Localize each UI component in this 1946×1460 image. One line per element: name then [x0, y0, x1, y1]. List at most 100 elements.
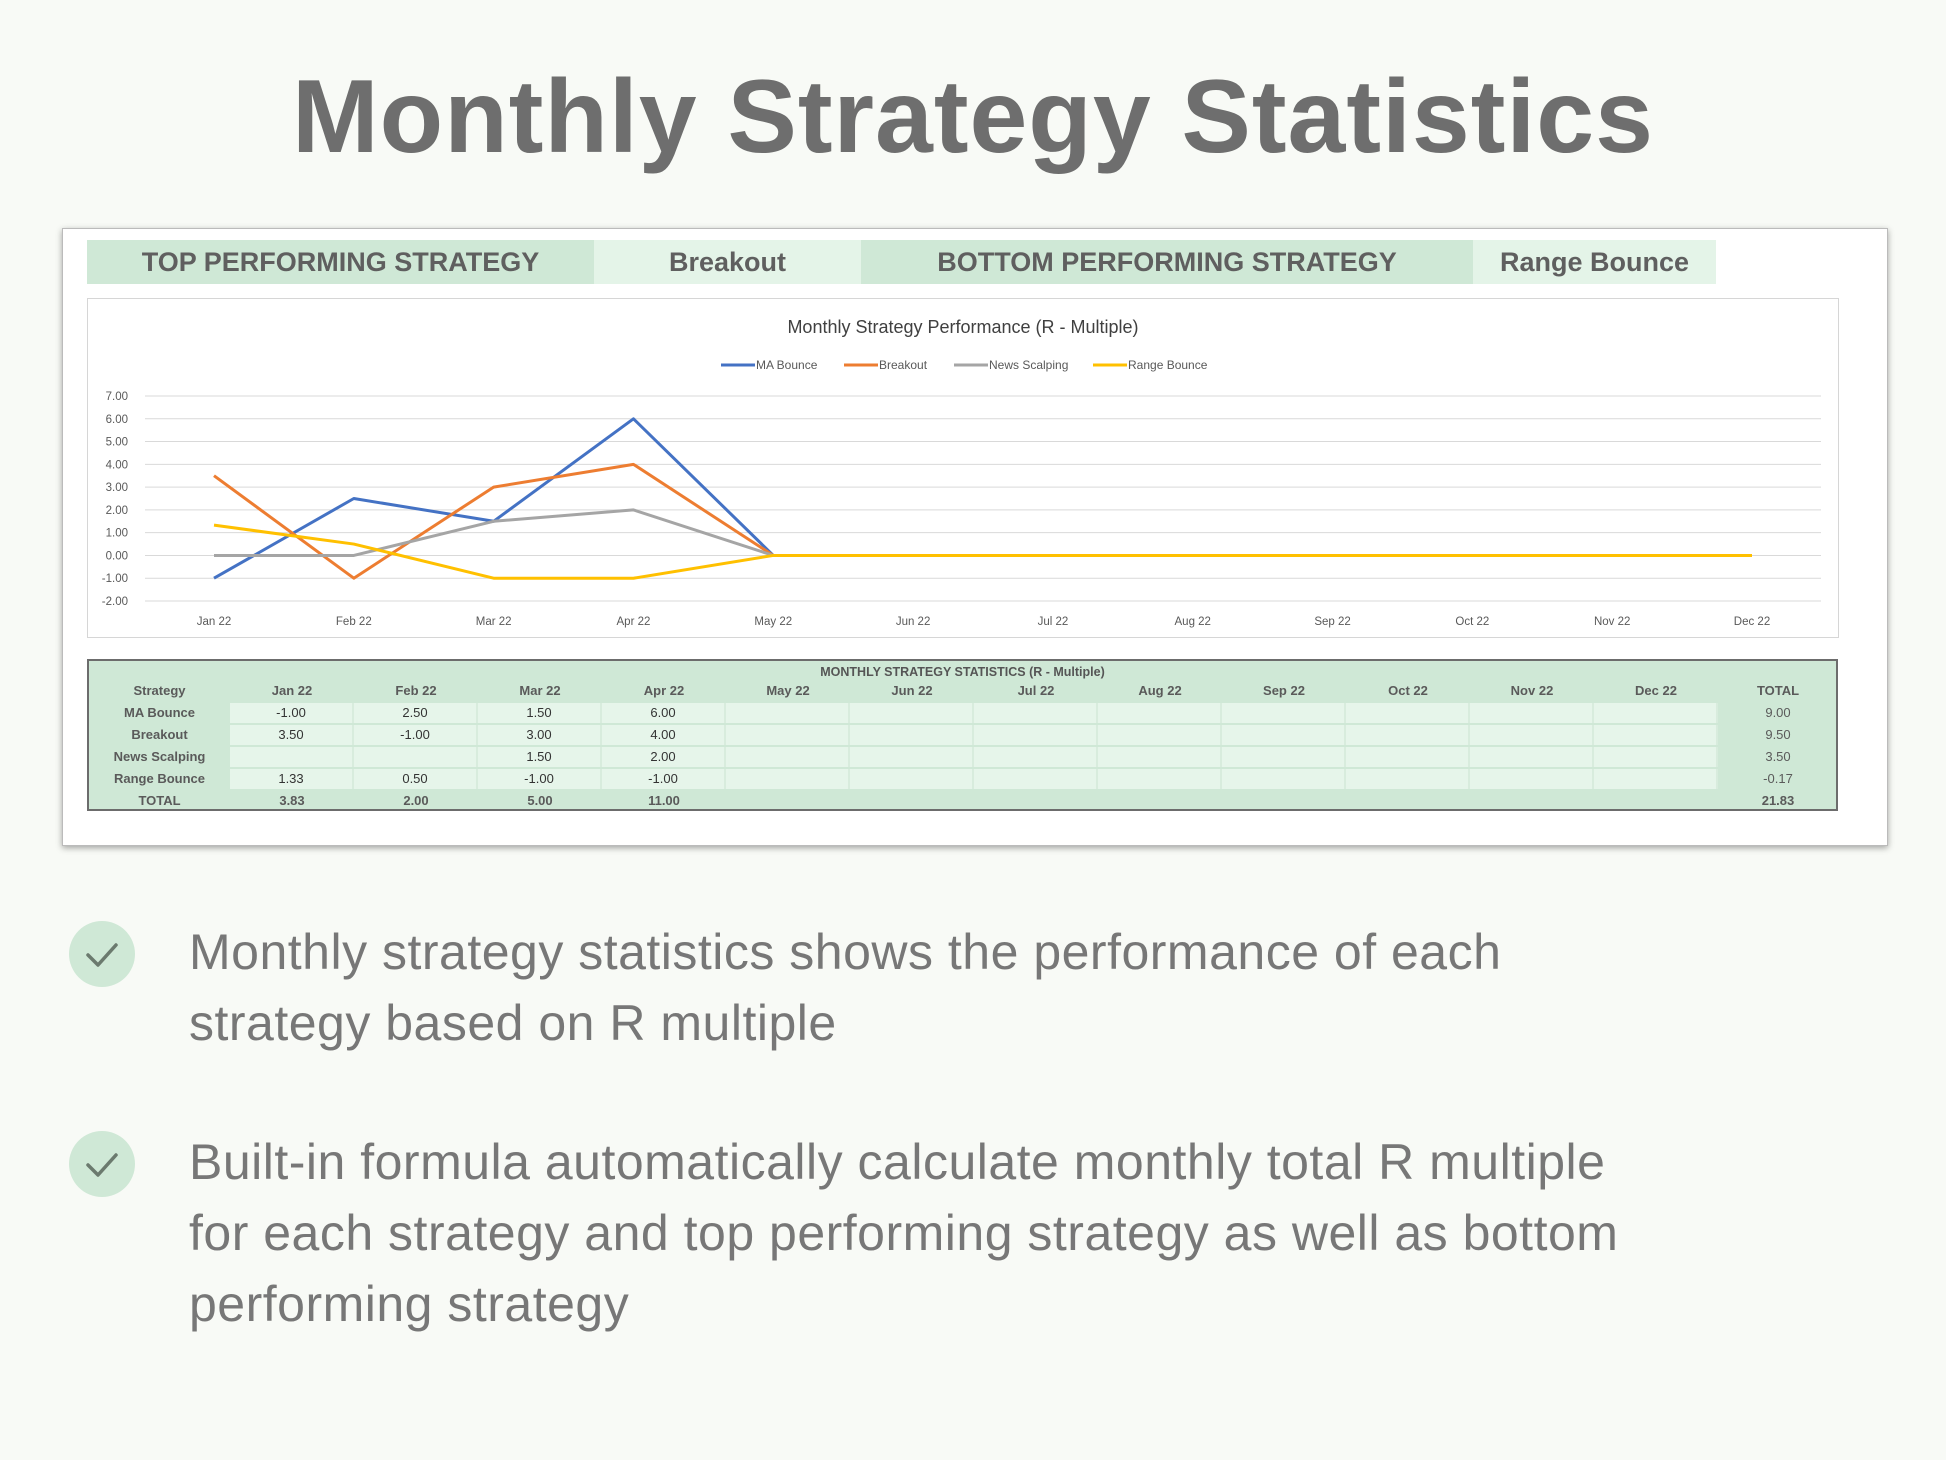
x-tick-label: Dec 22 — [1734, 616, 1770, 628]
value-cell — [1098, 703, 1222, 723]
row-label: Range Bounce — [113, 771, 205, 786]
value-cell: 1.50 — [478, 703, 602, 723]
table-row: Breakout 3.50 -1.00 3.00 4.00 9.50 — [89, 725, 1838, 747]
value-cell: Aug 22 — [1138, 683, 1182, 698]
feature-text-line: Monthly strategy statistics shows the pe… — [189, 924, 1502, 980]
value-cell: Nov 22 — [1510, 683, 1554, 698]
x-tick-label: Nov 22 — [1594, 616, 1630, 628]
value-cell — [1470, 747, 1594, 767]
y-tick-label: 0.00 — [106, 550, 128, 562]
bottom-performing-label: BOTTOM PERFORMING STRATEGY — [861, 240, 1473, 284]
x-tick-label: Apr 22 — [617, 616, 651, 628]
bottom-performing-value: Range Bounce — [1473, 240, 1716, 284]
value-cell — [1594, 791, 1718, 811]
value-cell: Dec 22 — [1635, 683, 1677, 698]
value-cell: 2.50 — [354, 703, 478, 723]
value-cell: 4.00 — [602, 725, 726, 745]
value-cell — [974, 791, 1098, 811]
value-cell — [974, 769, 1098, 789]
statistics-table: MONTHLY STRATEGY STATISTICS (R - Multipl… — [87, 659, 1838, 811]
total-cell: TOTAL — [1756, 683, 1800, 698]
feature-text-line: for each strategy and top performing str… — [189, 1205, 1619, 1261]
value-cell: Jun 22 — [891, 683, 933, 698]
x-tick-label: Jul 22 — [1038, 616, 1069, 628]
row-label: TOTAL — [138, 793, 181, 808]
chart-svg: Monthly Strategy Performance (R - Multip… — [102, 317, 1821, 628]
value-cell — [726, 725, 850, 745]
value-cell — [974, 725, 1098, 745]
y-tick-label: 6.00 — [106, 414, 128, 426]
performance-chart: Monthly Strategy Performance (R - Multip… — [87, 298, 1839, 638]
value-cell — [1594, 725, 1718, 745]
row-label: MA Bounce — [123, 705, 196, 720]
y-tick-label: 4.00 — [106, 459, 128, 471]
value-cell: Jul 22 — [1017, 683, 1055, 698]
feature-text-line: Built-in formula automatically calculate… — [189, 1134, 1606, 1190]
value-cell: 2.00 — [403, 793, 429, 808]
check-icon — [69, 1131, 135, 1197]
value-cell — [1098, 791, 1222, 811]
value-cell — [1346, 769, 1470, 789]
value-cell — [850, 725, 974, 745]
value-cell: 6.00 — [602, 703, 726, 723]
value-cell — [1222, 703, 1346, 723]
value-cell — [1222, 791, 1346, 811]
total-cell: 21.83 — [1761, 793, 1795, 808]
value-cell: 3.00 — [478, 725, 602, 745]
value-cell: 1.33 — [230, 769, 354, 789]
value-cell: -1.00 — [602, 769, 726, 789]
table-header-row: Strategy Jan 22 Feb 22 Mar 22 Apr 22 May 22 Ju… — [89, 681, 1838, 703]
total-cell: 9.50 — [1765, 727, 1791, 742]
value-cell — [1222, 747, 1346, 767]
y-tick-label: -1.00 — [102, 573, 128, 585]
x-tick-label: May 22 — [754, 616, 792, 628]
legend-label: Breakout — [879, 358, 928, 372]
value-cell: 11.00 — [648, 793, 680, 808]
y-tick-label: 1.00 — [106, 528, 128, 540]
row-label: News Scalping — [113, 749, 206, 764]
value-cell — [1594, 703, 1718, 723]
value-cell — [974, 703, 1098, 723]
total-cell: 9.00 — [1765, 705, 1791, 720]
value-cell — [1470, 769, 1594, 789]
value-cell — [1222, 769, 1346, 789]
table-total-row: TOTAL 3.83 2.00 5.00 11.00 21.83 — [89, 791, 1838, 813]
value-cell: 3.50 — [230, 725, 354, 745]
value-cell — [850, 703, 974, 723]
value-cell — [726, 769, 850, 789]
x-tick-label: Jun 22 — [896, 616, 931, 628]
x-tick-label: Feb 22 — [336, 616, 372, 628]
x-tick-label: Aug 22 — [1175, 616, 1211, 628]
total-cell: 3.50 — [1765, 749, 1791, 764]
value-cell — [1346, 703, 1470, 723]
value-cell — [1470, 791, 1594, 811]
value-cell: -1.00 — [478, 769, 602, 789]
legend-label: News Scalping — [989, 358, 1068, 372]
check-icon — [69, 921, 135, 987]
value-cell — [1098, 747, 1222, 767]
value-cell — [726, 703, 850, 723]
strategy-dashboard-card: TOP PERFORMING STRATEGY Breakout BOTTOM … — [62, 228, 1888, 846]
value-cell: May 22 — [766, 683, 810, 698]
value-cell — [1346, 725, 1470, 745]
page-title: Monthly Strategy Statistics — [292, 59, 1654, 175]
series-line-breakout — [213, 462, 1752, 580]
value-cell: Mar 22 — [519, 683, 561, 698]
value-cell: -1.00 — [354, 725, 478, 745]
table-title: MONTHLY STRATEGY STATISTICS (R - Multipl… — [820, 665, 1105, 679]
feature-text-line: strategy based on R multiple — [189, 995, 837, 1051]
value-cell — [850, 769, 974, 789]
value-cell — [1594, 769, 1718, 789]
feature-text: Monthly strategy statistics shows the pe… — [189, 917, 1501, 1059]
feature-text-line: performing strategy — [189, 1276, 630, 1332]
value-cell: 5.00 — [527, 793, 553, 808]
value-cell — [1098, 769, 1222, 789]
y-tick-label: 2.00 — [106, 505, 128, 517]
value-cell — [850, 747, 974, 767]
value-cell — [1470, 703, 1594, 723]
value-cell — [1098, 725, 1222, 745]
top-performing-value: Breakout — [594, 240, 861, 284]
value-cell: -1.00 — [230, 703, 354, 723]
value-cell — [1346, 747, 1470, 767]
value-cell: Feb 22 — [395, 683, 437, 698]
